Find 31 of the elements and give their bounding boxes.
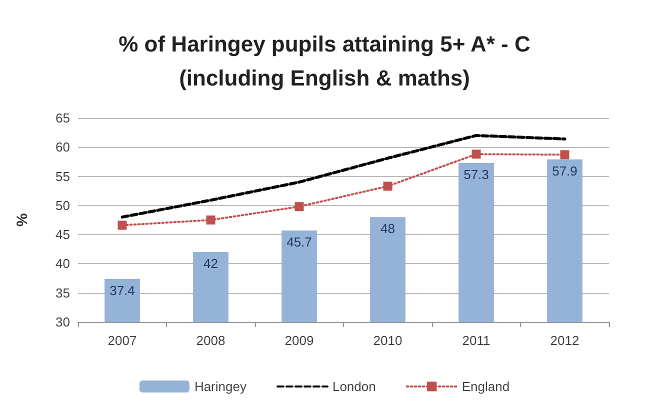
data-label: 37.4: [110, 282, 135, 298]
y-tick-label: 30: [56, 314, 70, 330]
legend-label: London: [332, 379, 376, 394]
data-label: 57.9: [552, 163, 578, 178]
data-label: 48: [380, 221, 395, 236]
chart-title: % of Haringey pupils attaining 5+ A* - C (including English & maths): [118, 32, 530, 90]
x-tick-label: 2011: [462, 333, 490, 348]
point: [206, 216, 216, 224]
x-tick-label: 2008: [196, 333, 226, 348]
x-tick-label: 2012: [550, 333, 580, 348]
y-axis-title: %: [14, 213, 31, 227]
y-tick-label: 60: [56, 140, 70, 155]
data-label: 57.3: [464, 166, 489, 182]
x-tick-label: 2010: [373, 333, 402, 348]
legend-label: Haringey: [194, 379, 247, 394]
point: [560, 150, 570, 160]
point: [472, 150, 481, 159]
x-tick-label: 2007: [108, 333, 137, 348]
y-tick-label: 65: [56, 110, 70, 126]
point: [118, 220, 127, 230]
point: [294, 202, 304, 212]
point: [383, 182, 392, 191]
legend-label: England: [462, 379, 510, 394]
y-tick-label: 35: [56, 285, 70, 300]
y-tick-label: 55: [56, 168, 70, 184]
y-tick-label: 50: [56, 198, 70, 213]
data-label: 42: [204, 256, 218, 272]
y-tick-label: 40: [56, 256, 70, 272]
data-label: 45.7: [286, 234, 312, 250]
x-tick-label: 2009: [284, 333, 314, 348]
y-tick-label: 45: [56, 227, 70, 242]
